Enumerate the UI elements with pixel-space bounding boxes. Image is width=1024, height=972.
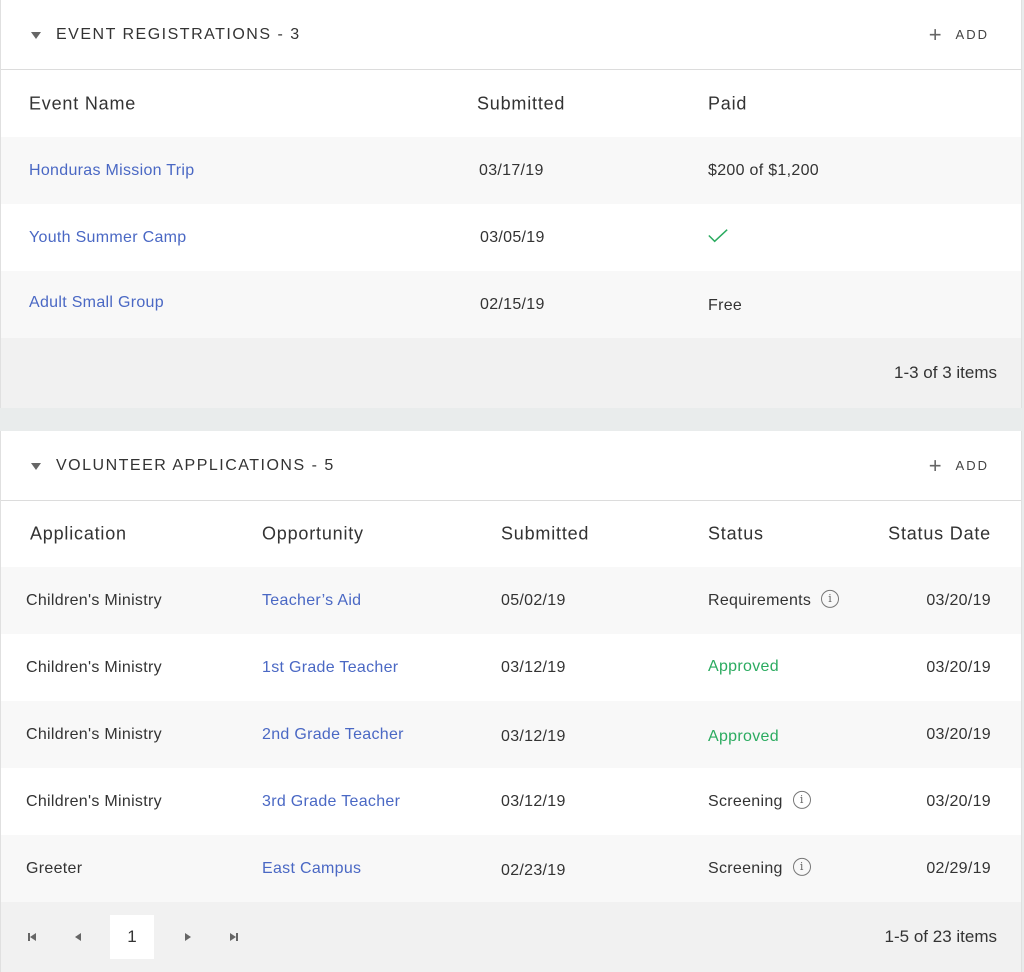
application-name: Children's Ministry (26, 591, 162, 609)
opportunity-link[interactable]: Teacher’s Aid (262, 591, 362, 609)
current-page-number[interactable]: 1 (110, 915, 154, 959)
application-name: Children's Ministry (26, 658, 162, 676)
opportunity-link[interactable]: 3rd Grade Teacher (262, 792, 401, 810)
status-date: 03/20/19 (926, 658, 991, 676)
items-count: 1-3 of 3 items (894, 363, 997, 382)
table-row: Honduras Mission Trip 03/17/19 $200 of $… (1, 137, 1021, 204)
table-row: Greeter East Campus 02/23/19 Screening i … (1, 835, 1021, 902)
column-header-submitted: Submitted (501, 523, 590, 544)
submitted-date: 03/12/19 (501, 658, 566, 676)
plus-icon: + (928, 452, 942, 478)
paid-amount: Free (708, 296, 743, 314)
submitted-date: 03/12/19 (501, 792, 566, 810)
submitted-date: 05/02/19 (501, 591, 566, 609)
status-text: Screening (708, 859, 783, 877)
column-header-status: Status (708, 523, 764, 544)
info-icon[interactable]: i (792, 790, 811, 809)
submitted-date: 02/23/19 (501, 861, 566, 879)
collapse-triangle-icon[interactable] (31, 31, 41, 39)
submitted-date: 03/12/19 (501, 727, 566, 745)
column-header-paid: Paid (708, 93, 748, 114)
submitted-date: 02/15/19 (480, 295, 545, 313)
opportunity-link[interactable]: 1st Grade Teacher (262, 658, 399, 676)
info-icon[interactable]: i (792, 857, 811, 876)
add-volunteer-application-button[interactable]: + ADD (928, 452, 989, 478)
table-row: Youth Summer Camp 03/05/19 (1, 204, 1021, 271)
add-label: ADD (955, 27, 989, 42)
submitted-date: 03/05/19 (480, 228, 545, 246)
column-header-application: Application (30, 523, 127, 544)
previous-page-arrow (75, 933, 81, 941)
column-header-event-name: Event Name (29, 93, 137, 114)
event-table-header: Event Name Submitted Paid (1, 71, 1021, 137)
paid-amount: $200 of $1,200 (708, 161, 819, 179)
status-date: 03/20/19 (926, 725, 991, 743)
status-date: 03/20/19 (926, 792, 991, 810)
last-page-arrow (230, 933, 236, 941)
volunteer-applications-title: VOLUNTEER APPLICATIONS - 5 (56, 456, 335, 474)
status-cell: Screening i (708, 857, 811, 877)
application-name: Children's Ministry (26, 725, 162, 743)
next-page-icon[interactable] (181, 930, 195, 944)
table-row: Adult Small Group 02/15/19 Free (1, 271, 1021, 338)
event-registrations-panel: EVENT REGISTRATIONS - 3 + ADD Event Name… (0, 0, 1022, 408)
status-date: 02/29/19 (926, 859, 991, 877)
volunteer-table-header: Application Opportunity Submitted Status… (1, 501, 1021, 567)
table-row: Children's Ministry 3rd Grade Teacher 03… (1, 768, 1021, 835)
status-text-approved: Approved (708, 727, 779, 745)
status-date: 03/20/19 (926, 591, 991, 609)
first-page-bar (28, 933, 30, 941)
items-count: 1-5 of 23 items (884, 927, 997, 946)
status-text-approved: Approved (708, 657, 779, 675)
table-row: Children's Ministry Teacher’s Aid 05/02/… (1, 567, 1021, 634)
volunteer-applications-header: VOLUNTEER APPLICATIONS - 5 + ADD (1, 431, 1021, 501)
previous-page-icon[interactable] (71, 930, 85, 944)
status-cell: Screening i (708, 790, 811, 810)
column-header-submitted: Submitted (477, 93, 566, 114)
volunteer-applications-panel: VOLUNTEER APPLICATIONS - 5 + ADD Applica… (0, 431, 1022, 972)
column-header-opportunity: Opportunity (262, 523, 364, 544)
add-event-registration-button[interactable]: + ADD (928, 21, 989, 47)
submitted-date: 03/17/19 (479, 161, 544, 179)
volunteer-table-footer: 1 1-5 of 23 items (1, 902, 1021, 972)
opportunity-link[interactable]: 2nd Grade Teacher (262, 725, 404, 743)
event-name-link[interactable]: Youth Summer Camp (29, 228, 187, 246)
info-icon[interactable]: i (821, 589, 840, 608)
application-name: Children's Ministry (26, 792, 162, 810)
status-text: Screening (708, 792, 783, 810)
status-text: Requirements (708, 591, 812, 609)
paid-check-icon (708, 228, 728, 247)
opportunity-link[interactable]: East Campus (262, 859, 362, 877)
last-page-icon[interactable] (227, 930, 241, 944)
next-page-arrow (185, 933, 191, 941)
application-name: Greeter (26, 859, 83, 877)
event-name-link[interactable]: Adult Small Group (29, 293, 164, 311)
table-row: Children's Ministry 2nd Grade Teacher 03… (1, 701, 1021, 768)
add-label: ADD (955, 458, 989, 473)
first-page-arrow (30, 933, 36, 941)
last-page-bar (236, 933, 238, 941)
first-page-icon[interactable] (25, 930, 39, 944)
status-cell: Requirements i (708, 589, 840, 609)
event-registrations-title: EVENT REGISTRATIONS - 3 (56, 25, 301, 43)
column-header-status-date: Status Date (888, 523, 991, 544)
event-name-link[interactable]: Honduras Mission Trip (29, 161, 195, 179)
table-row: Children's Ministry 1st Grade Teacher 03… (1, 634, 1021, 701)
collapse-triangle-icon[interactable] (31, 462, 41, 470)
event-table-footer: 1-3 of 3 items (1, 338, 1021, 408)
event-registrations-header: EVENT REGISTRATIONS - 3 + ADD (1, 0, 1021, 70)
plus-icon: + (928, 21, 942, 47)
